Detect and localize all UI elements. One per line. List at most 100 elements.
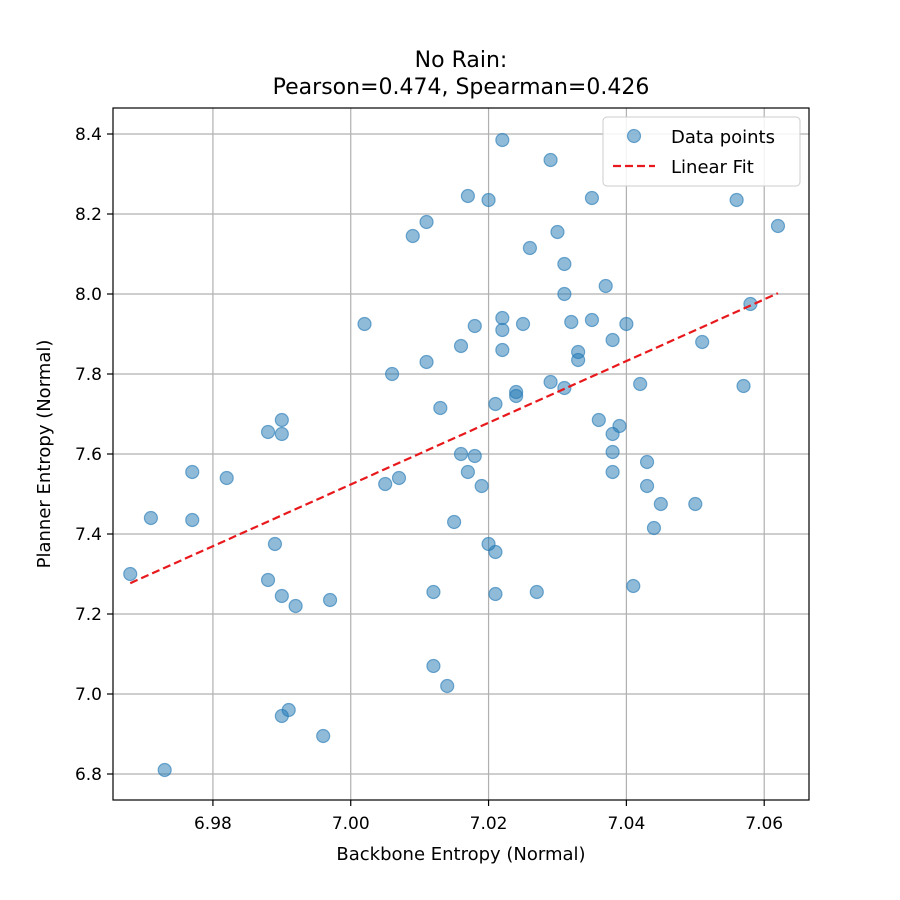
legend: Data points Linear Fit xyxy=(602,116,801,187)
data-point xyxy=(550,224,565,240)
data-point xyxy=(584,190,600,206)
data-point xyxy=(260,424,276,440)
data-point xyxy=(157,762,172,778)
data-layer xyxy=(123,132,786,778)
data-point xyxy=(619,316,634,332)
data-point xyxy=(274,412,289,428)
data-point xyxy=(426,658,441,674)
data-point xyxy=(495,310,510,326)
x-tick-label: 6.98 xyxy=(194,814,232,834)
data-point xyxy=(357,316,372,332)
data-point xyxy=(509,388,524,404)
data-point xyxy=(219,470,234,486)
linear-fit-line xyxy=(129,292,779,585)
data-point xyxy=(653,496,668,512)
y-tick-label: 8.2 xyxy=(75,205,102,225)
data-point xyxy=(584,312,600,328)
data-point xyxy=(736,378,751,394)
legend-marker-data-points xyxy=(626,128,642,144)
legend-label-data-points: Data points xyxy=(671,127,775,148)
data-point xyxy=(405,228,420,244)
data-point xyxy=(695,334,710,350)
data-point xyxy=(646,520,662,536)
data-point xyxy=(729,192,744,208)
data-point xyxy=(322,592,338,608)
data-point xyxy=(426,584,441,600)
legend-label-linear-fit: Linear Fit xyxy=(671,157,754,178)
y-axis-label: Planner Entropy (Normal) xyxy=(34,340,55,569)
data-point xyxy=(467,318,482,334)
data-point xyxy=(419,214,434,230)
data-point xyxy=(460,188,475,204)
data-point xyxy=(495,132,510,148)
data-point xyxy=(391,470,407,486)
data-point xyxy=(123,566,138,582)
data-point xyxy=(316,728,331,744)
data-point xyxy=(639,478,655,494)
x-tick-label: 7.04 xyxy=(607,814,645,834)
data-point xyxy=(384,366,400,382)
data-point xyxy=(543,374,558,390)
x-tick-label: 7.02 xyxy=(470,814,508,834)
data-point xyxy=(467,448,482,464)
chart-title-line1: No Rain: xyxy=(415,48,508,73)
axis-ticks: 6.98 7.00 7.02 7.04 7.06 6.8 7.0 7.2 7.4 7.6 7.8 8.… xyxy=(75,125,783,834)
data-point xyxy=(557,256,572,272)
data-point xyxy=(447,514,462,530)
x-tick-label: 7.00 xyxy=(332,814,370,834)
data-point xyxy=(495,322,510,338)
data-point xyxy=(522,240,538,256)
y-tick-label: 8.0 xyxy=(75,285,102,305)
x-tick-label: 7.06 xyxy=(745,814,783,834)
data-point xyxy=(378,476,393,492)
data-point xyxy=(605,332,620,348)
data-point xyxy=(481,192,496,208)
data-point xyxy=(515,316,531,332)
data-point xyxy=(770,218,786,234)
data-point xyxy=(460,464,475,480)
data-point xyxy=(688,496,703,512)
data-point xyxy=(419,354,434,370)
data-point xyxy=(143,510,159,526)
data-point xyxy=(185,464,200,480)
y-tick-label: 6.8 xyxy=(75,765,102,785)
y-tick-label: 8.4 xyxy=(75,125,102,145)
x-axis-label: Backbone Entropy (Normal) xyxy=(336,844,585,865)
data-point xyxy=(274,588,289,604)
data-point xyxy=(488,586,503,602)
data-point xyxy=(488,544,503,560)
data-point xyxy=(605,464,620,480)
data-point xyxy=(440,678,455,694)
data-point xyxy=(274,426,289,442)
data-point xyxy=(495,342,510,358)
data-point xyxy=(529,584,544,600)
legend-box xyxy=(602,116,801,187)
data-point xyxy=(612,418,627,434)
data-point xyxy=(260,572,276,588)
data-point xyxy=(605,444,620,460)
data-point xyxy=(626,578,641,594)
data-point xyxy=(639,454,655,470)
data-point xyxy=(281,702,296,718)
data-point xyxy=(591,412,606,428)
grid-lines xyxy=(113,108,809,800)
data-point xyxy=(633,376,648,392)
y-tick-label: 7.4 xyxy=(75,525,102,545)
data-point xyxy=(185,512,200,528)
data-point xyxy=(571,352,586,368)
y-tick-label: 7.2 xyxy=(75,605,102,625)
data-point xyxy=(564,314,579,330)
y-tick-label: 7.8 xyxy=(75,365,102,385)
data-point xyxy=(453,338,469,354)
chart-title-line2: Pearson=0.474, Spearman=0.426 xyxy=(273,75,650,100)
y-tick-label: 7.6 xyxy=(75,445,102,465)
data-point xyxy=(433,400,448,416)
data-point xyxy=(543,152,558,168)
data-point xyxy=(474,478,489,494)
data-point xyxy=(267,536,283,552)
data-point xyxy=(453,446,469,462)
data-point xyxy=(598,278,613,294)
data-point xyxy=(288,598,303,614)
data-point xyxy=(488,396,503,412)
